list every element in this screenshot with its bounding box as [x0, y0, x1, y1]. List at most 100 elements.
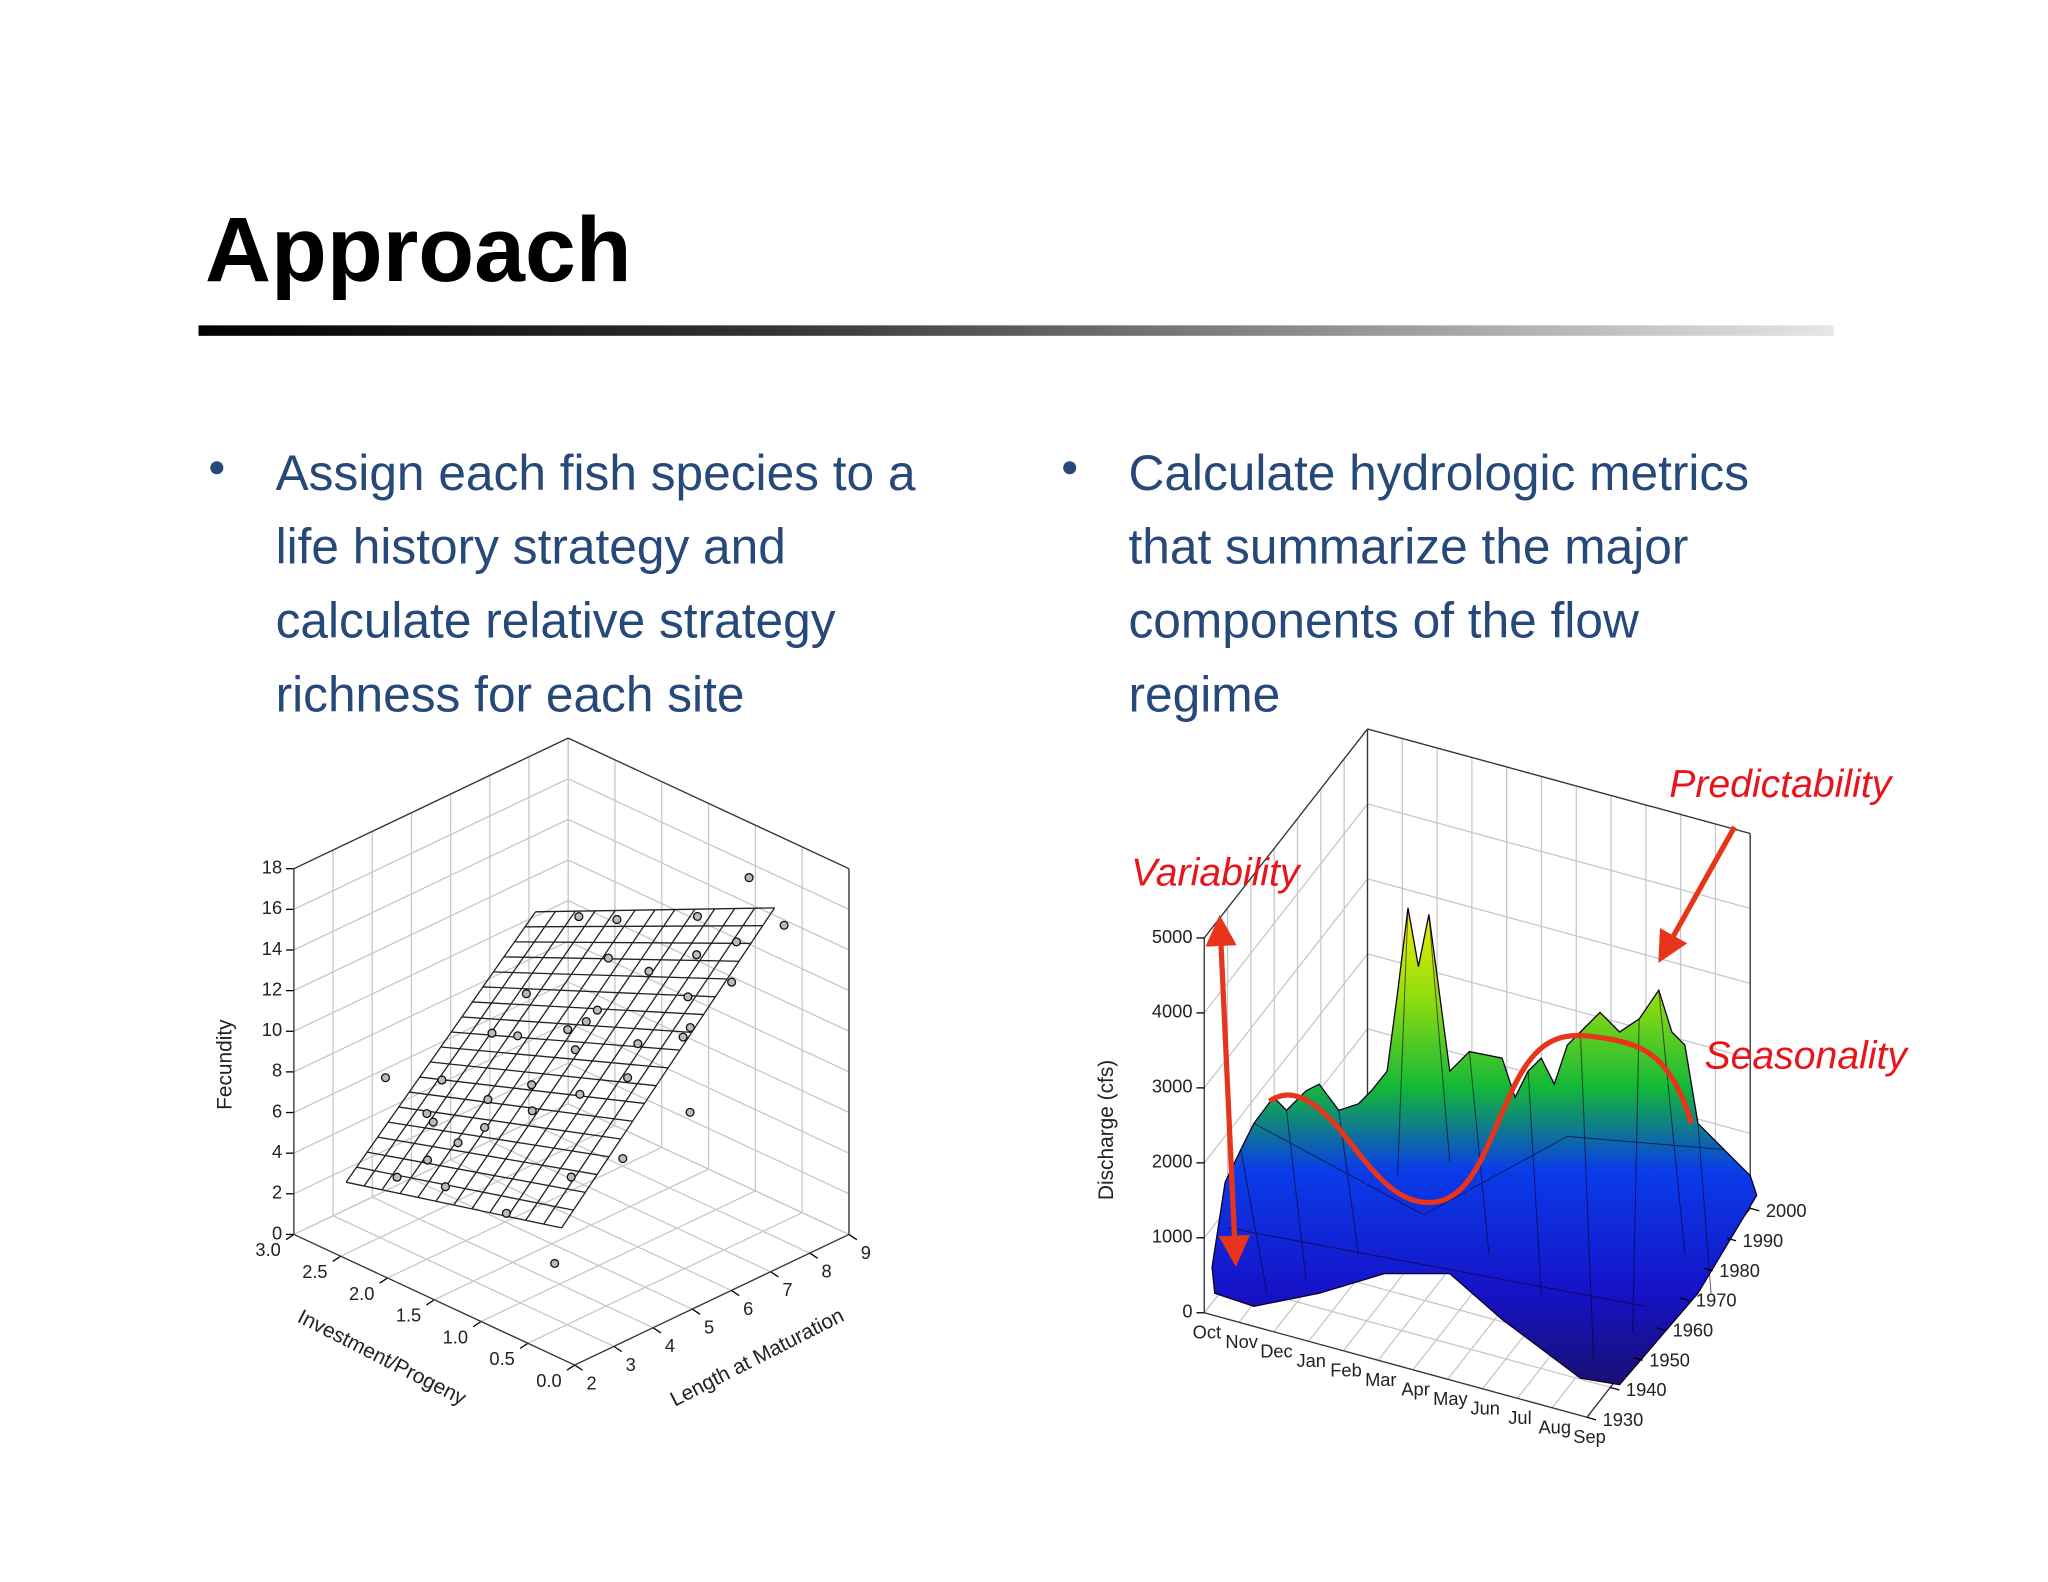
data-point [501, 1208, 511, 1218]
tick-mark [1610, 1386, 1620, 1391]
surface-facets [1227, 907, 1725, 1359]
plane-line [430, 1061, 657, 1087]
z-tick-label: 8 [272, 1060, 282, 1081]
data-point [581, 1016, 591, 1027]
data-point [683, 992, 693, 1002]
data-point [603, 953, 614, 963]
plane-line [377, 1136, 598, 1176]
data-point [380, 1073, 391, 1083]
z-tick-label: 4 [272, 1141, 282, 1162]
plane-line [482, 986, 716, 998]
data-point [644, 966, 654, 976]
z-axis-title: Fecundity [213, 1019, 236, 1110]
x-tick-label: 2.0 [349, 1283, 374, 1304]
x-tick-label: 1.5 [396, 1305, 421, 1326]
y-tick-label: 9 [861, 1242, 871, 1263]
x-tick-label: 1.0 [443, 1326, 468, 1347]
plane-line [461, 1016, 692, 1033]
grid-line [371, 1196, 654, 1329]
data-point [685, 1107, 695, 1117]
bullets: Assign each fish species to a life histor… [210, 445, 1749, 722]
grid-line [293, 859, 569, 992]
data-point [633, 1039, 643, 1049]
y-tick-label: 1990 [1743, 1230, 1784, 1251]
plane-line [503, 956, 740, 962]
grid-line [527, 1212, 803, 1344]
data-point [692, 950, 702, 960]
data-point [731, 937, 742, 947]
tick-mark [1703, 1267, 1713, 1272]
tick-mark [691, 1308, 701, 1315]
tick-mark [613, 1345, 623, 1353]
x-tick-label: Apr [1401, 1379, 1429, 1400]
y-tick-label: 1950 [1649, 1349, 1690, 1370]
bullet-line: life history strategy and [276, 519, 786, 575]
data-point [422, 1108, 432, 1119]
data-point [513, 1031, 523, 1041]
x-tick-label: Dec [1260, 1341, 1292, 1362]
y-tick-label: 7 [782, 1279, 792, 1300]
tick-mark [770, 1271, 779, 1278]
tick-mark [1680, 1297, 1690, 1302]
box-edge [567, 737, 850, 870]
box-edge [574, 1233, 850, 1366]
z-tick-label: 1000 [1152, 1226, 1193, 1247]
grid-line [293, 1103, 569, 1236]
data-point [685, 1022, 695, 1033]
data-point [779, 920, 789, 930]
grid-line [528, 1121, 811, 1254]
z-tick-label: 6 [272, 1100, 282, 1121]
grid-line [293, 818, 569, 951]
grid-line [293, 940, 569, 1073]
bullet-line: Calculate hydrologic metrics [1128, 445, 1749, 501]
data-point [428, 1117, 438, 1127]
tick-mark [1750, 1207, 1760, 1212]
tick-mark [519, 1342, 529, 1350]
y-tick-label: 4 [665, 1335, 675, 1356]
data-point [727, 977, 737, 987]
z-tick-label: 18 [262, 857, 282, 878]
plane-line [493, 971, 728, 980]
x-tick-label: Nov [1225, 1331, 1258, 1352]
bullet-line: calculate relative strategy [276, 593, 836, 649]
tick-mark [1586, 1416, 1597, 1421]
y-tick-label: 1960 [1673, 1319, 1714, 1340]
scatter-chart: 0 2 4 6 8 10 12 14 16 18 0.0 0.5 1.0 1.5 2.0 2.5 3.0 2 3 4 5… [213, 737, 871, 1411]
plane-line [388, 1121, 610, 1158]
z-tick-label: 4000 [1152, 1001, 1193, 1022]
tick-mark [285, 1233, 295, 1241]
data-point [744, 873, 754, 883]
slide-title: Approach [205, 199, 632, 301]
data-point [592, 1005, 602, 1015]
data-point [623, 1073, 633, 1083]
x-tick-label: Oct [1193, 1322, 1221, 1343]
plane-line [367, 1151, 586, 1193]
plane-line [472, 1001, 704, 1016]
tick-mark [809, 1252, 818, 1259]
tick-mark [566, 1364, 576, 1371]
box-edge [293, 737, 569, 870]
data-point [566, 1172, 576, 1182]
data-point [440, 1182, 450, 1192]
z-tick-label: 0 [272, 1222, 282, 1243]
y-tick-label: 1940 [1626, 1379, 1667, 1400]
grid-line [332, 1215, 615, 1347]
plane-line [440, 1046, 669, 1069]
x-tick-label: 3.0 [255, 1239, 280, 1260]
box-edge [1203, 728, 1369, 939]
plane-line [356, 1166, 574, 1211]
y-tick-label: 1970 [1696, 1290, 1737, 1311]
bullet-dot [1063, 461, 1077, 475]
bullet-line: Assign each fish species to a [276, 445, 916, 501]
data-point [392, 1172, 402, 1182]
plane-line [419, 1076, 645, 1105]
grid-line [1367, 878, 1751, 985]
x-tick-label: Mar [1365, 1369, 1396, 1390]
seasonality-curve [1268, 1032, 1694, 1206]
grid-line [293, 1021, 569, 1154]
surface-chart: Variability Predictability Seasonality 0… [1095, 728, 1909, 1447]
box-edge [293, 1233, 575, 1366]
